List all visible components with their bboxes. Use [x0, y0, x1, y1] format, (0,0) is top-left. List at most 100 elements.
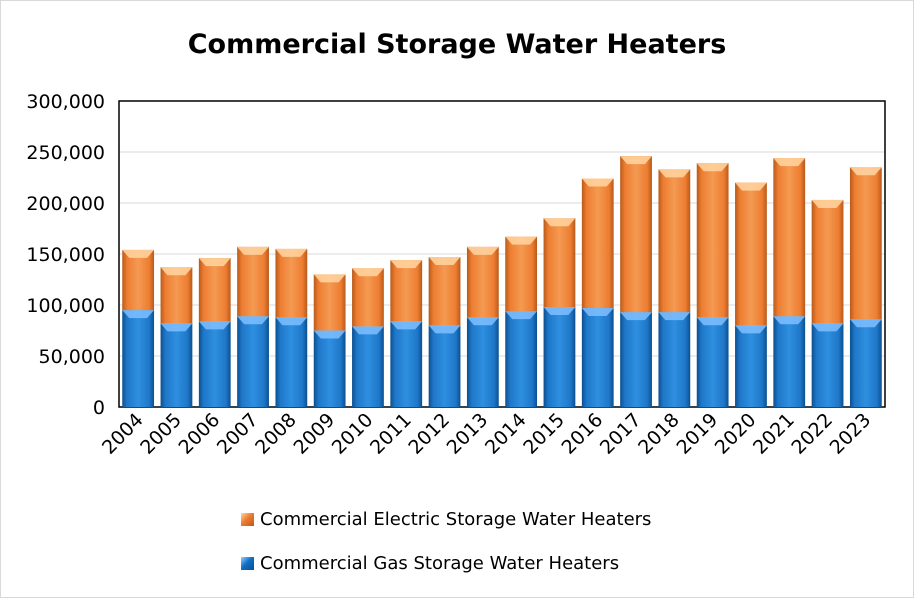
x-tick-label: 2016 [558, 409, 608, 459]
x-tick-label: 2020 [711, 409, 761, 459]
bar-electric-cap [849, 167, 882, 176]
x-tick-label: 2022 [787, 409, 837, 459]
bar-gas-cap [849, 319, 882, 328]
bar-gas [543, 307, 576, 407]
bar-gas [505, 311, 538, 407]
bar-electric-cap [505, 236, 538, 245]
bar-gas [735, 325, 767, 407]
bar-electric-cap [735, 182, 767, 191]
bar-gas [466, 317, 499, 407]
x-tick-label: 2012 [404, 409, 454, 459]
bar-electric [505, 236, 538, 312]
legend-item-gas: Commercial Gas Storage Water Heaters [241, 550, 651, 576]
bar-electric-cap [696, 163, 729, 172]
bar-electric [352, 268, 384, 327]
bar-electric-cap [198, 258, 231, 267]
bar-electric [581, 178, 614, 309]
x-tick-label: 2015 [519, 409, 569, 459]
bar-electric [198, 258, 231, 322]
bar-gas [237, 316, 269, 407]
bar-gas [811, 323, 844, 407]
bar-electric-cap [658, 169, 691, 178]
x-tick-label: 2007 [213, 409, 263, 459]
bar-gas [658, 312, 691, 407]
x-tick-label: 2010 [328, 409, 378, 459]
x-tick-label: 2009 [289, 409, 339, 459]
bar-gas-cap [428, 325, 461, 334]
x-tick-label: 2004 [98, 409, 148, 459]
bar-electric-cap [122, 249, 155, 258]
x-tick-label: 2023 [826, 409, 876, 459]
bar-electric [313, 274, 346, 331]
bar-gas [122, 310, 155, 407]
chart-plot: 300,000 250,000 200,000 150,000 100,000 50,00… [26, 91, 886, 459]
y-tick-label: 150,000 [26, 244, 105, 266]
bar-gas [313, 330, 346, 407]
bar-gas [849, 319, 882, 407]
bar-electric-cap [773, 158, 806, 167]
bar-electric-cap [390, 260, 423, 269]
bar-electric-cap [466, 246, 499, 255]
chart-legend: Commercial Electric Storage Water Heater… [241, 506, 651, 594]
y-tick-label: 50,000 [39, 346, 105, 368]
bar-gas-cap [543, 307, 576, 316]
x-tick-label: 2017 [596, 409, 646, 459]
x-tick-label: 2008 [251, 409, 301, 459]
x-tick-label: 2018 [634, 409, 684, 459]
bar-gas-cap [466, 317, 499, 326]
bar-electric-cap [237, 246, 269, 255]
bar-electric-cap [543, 218, 576, 227]
bar-gas-cap [275, 317, 308, 326]
bar-gas-cap [237, 316, 269, 325]
bar-electric [275, 248, 308, 318]
bar-gas-cap [658, 312, 691, 321]
x-tick-label: 2013 [443, 409, 493, 459]
bar-gas-cap [620, 312, 652, 321]
chart-title: Commercial Storage Water Heaters [187, 29, 727, 60]
bar-electric-cap [160, 267, 193, 276]
bar-electric-cap [581, 178, 614, 187]
bar-electric-cap [620, 156, 652, 165]
x-tick-label: 2005 [136, 409, 186, 459]
legend-label-gas: Commercial Gas Storage Water Heaters [260, 552, 620, 574]
bar-gas [620, 312, 652, 407]
bar-gas [773, 316, 806, 407]
bar-electric [237, 246, 269, 317]
bar-electric [620, 156, 652, 313]
bar-electric [773, 158, 806, 317]
bar-electric-cap [811, 199, 844, 208]
x-tick-label: 2019 [672, 409, 722, 459]
bar-gas-cap [581, 308, 614, 317]
bar-electric [466, 246, 499, 318]
plot-area-border [118, 100, 886, 408]
legend-item-electric: Commercial Electric Storage Water Heater… [241, 506, 651, 532]
y-tick-label: 100,000 [26, 295, 105, 317]
bar-gas-cap [696, 317, 729, 326]
bar-gas-cap [505, 311, 538, 320]
bar-electric-cap [313, 274, 346, 283]
bar-gas [581, 308, 614, 407]
x-tick-label: 2021 [749, 409, 799, 459]
bar-electric-cap [428, 257, 461, 266]
bar-electric-cap [352, 268, 384, 277]
y-tick-label: 0 [93, 397, 105, 419]
bar-electric [428, 257, 461, 326]
bar-gas-cap [811, 323, 844, 332]
bar-gas [160, 323, 193, 407]
bar-electric [122, 249, 155, 311]
bar-gas [696, 317, 729, 407]
x-tick-label: 2006 [175, 409, 225, 459]
y-tick-label: 250,000 [26, 142, 105, 164]
bar-electric [658, 169, 691, 313]
bar-electric [390, 260, 423, 322]
bar-gas-cap [390, 321, 423, 330]
x-tick-label: 2011 [366, 409, 416, 459]
bar-gas-cap [160, 323, 193, 332]
x-tick-label: 2014 [481, 409, 531, 459]
y-tick-label: 200,000 [26, 193, 105, 215]
bar-gas [390, 321, 423, 407]
y-tick-label: 300,000 [26, 91, 105, 113]
bar-gas [198, 321, 231, 407]
bar-gas-cap [773, 316, 806, 325]
legend-swatch-gas [241, 556, 254, 570]
